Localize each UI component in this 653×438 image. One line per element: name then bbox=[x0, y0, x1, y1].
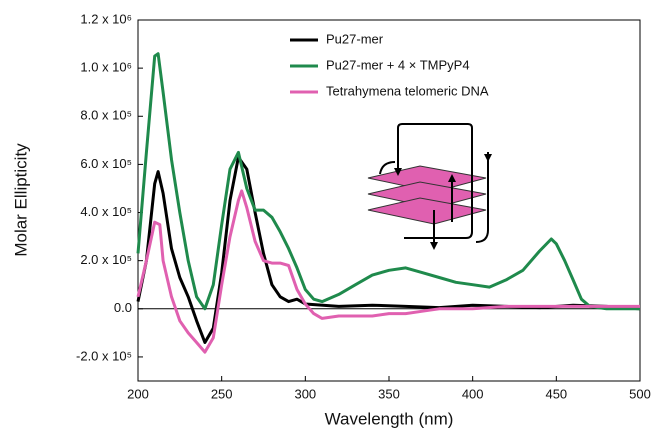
y-axis-label: Molar Ellipticity bbox=[11, 143, 30, 257]
x-tick-label: 450 bbox=[545, 386, 567, 401]
series-line bbox=[136, 189, 640, 354]
y-tick-label: 2.0 x 10⁵ bbox=[80, 252, 132, 267]
x-tick-label: 500 bbox=[629, 386, 651, 401]
series-line bbox=[136, 155, 641, 344]
y-tick-label: 8.0 x 10⁵ bbox=[80, 108, 132, 123]
quadruplex-diagram bbox=[367, 123, 492, 250]
x-tick-label: 250 bbox=[211, 386, 233, 401]
series-line bbox=[136, 52, 640, 311]
x-axis-label: Wavelength (nm) bbox=[325, 409, 454, 428]
y-tick-label: 1.2 x 10⁶ bbox=[80, 11, 132, 26]
y-tick-label: 4.0 x 10⁵ bbox=[80, 204, 132, 219]
y-tick-label: 1.0 x 10⁶ bbox=[80, 60, 132, 75]
x-tick-label: 200 bbox=[127, 386, 149, 401]
y-tick-label: 0.0 bbox=[114, 300, 132, 315]
legend-label: Pu27-mer bbox=[326, 31, 384, 46]
y-tick-label: 6.0 x 10⁵ bbox=[80, 156, 132, 171]
x-tick-label: 400 bbox=[462, 386, 484, 401]
legend-label: Tetrahymena telomeric DNA bbox=[326, 83, 489, 98]
y-tick-label: -2.0 x 10⁵ bbox=[76, 348, 132, 363]
legend-label: Pu27-mer + 4 × TMPyP4 bbox=[326, 57, 470, 72]
x-tick-label: 350 bbox=[378, 386, 400, 401]
x-tick-label: 300 bbox=[294, 386, 316, 401]
